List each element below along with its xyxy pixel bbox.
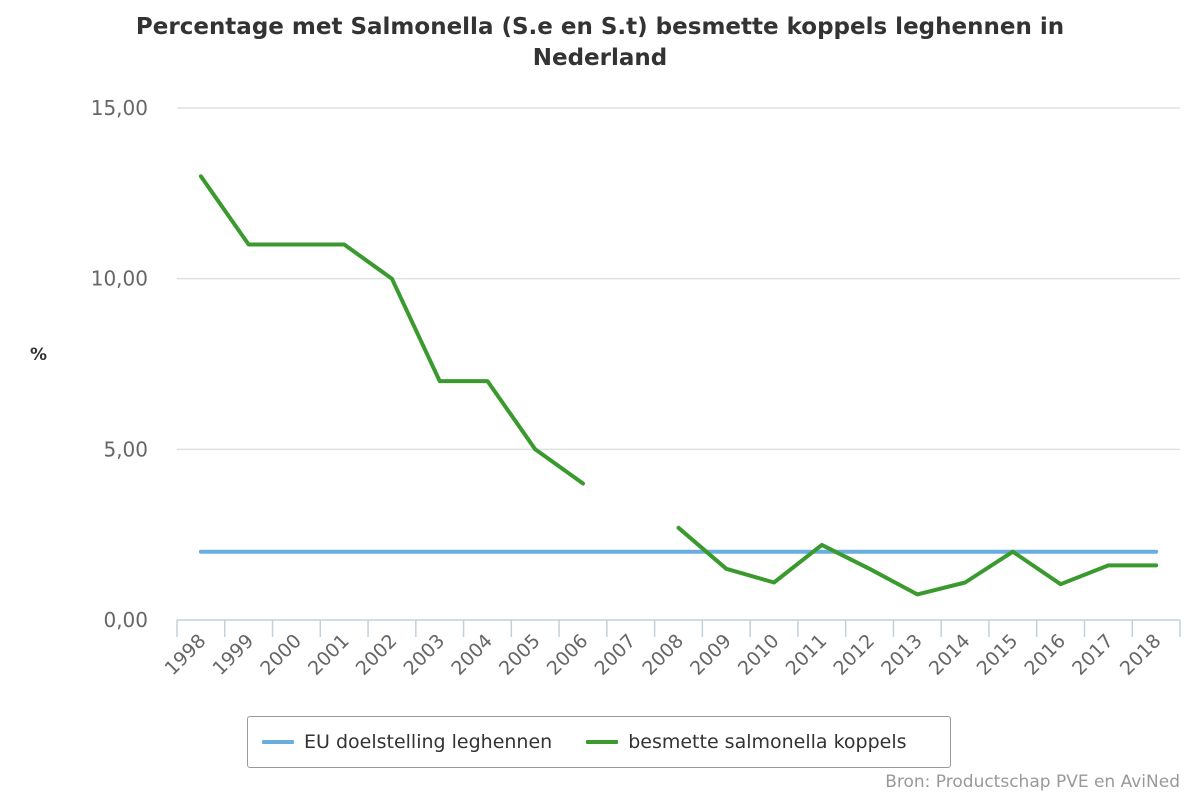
x-tick-label: 1998 bbox=[161, 630, 211, 680]
y-tick-label: 5,00 bbox=[103, 437, 148, 461]
legend: EU doelstelling leghennen besmette salmo… bbox=[247, 716, 951, 768]
x-axis-ticks: 1998199920002001200220032004200520062007… bbox=[161, 630, 1166, 680]
chart-title-line-2: Nederland bbox=[532, 45, 668, 71]
y-tick-label: 15,00 bbox=[91, 96, 148, 120]
x-tick-label: 2017 bbox=[1068, 630, 1118, 680]
x-tick-label: 2009 bbox=[686, 630, 736, 680]
x-tick-label: 2003 bbox=[399, 630, 449, 680]
y-axis-label: % bbox=[30, 345, 48, 365]
series-line-1 bbox=[198, 174, 585, 486]
legend-label-eu-target: EU doelstelling leghennen bbox=[304, 731, 553, 753]
x-tick-label: 2001 bbox=[304, 630, 354, 680]
legend-label-infected-flocks: besmette salmonella koppels bbox=[628, 731, 907, 753]
y-axis-ticks: 0,00 5,00 10,00 15,00 bbox=[91, 96, 148, 632]
chart-title: Percentage met Salmonella (S.e en S.t) b… bbox=[0, 12, 1200, 74]
series-lines bbox=[198, 174, 1159, 597]
legend-swatch-eu-target bbox=[262, 740, 294, 744]
y-tick-label: 10,00 bbox=[91, 267, 148, 291]
x-tick-label: 2013 bbox=[877, 630, 927, 680]
source-credit: Bron: Productschap PVE en AviNed bbox=[885, 772, 1180, 792]
x-tick-label: 1999 bbox=[208, 630, 258, 680]
x-tick-label: 2012 bbox=[829, 630, 879, 680]
legend-item-eu-target[interactable]: EU doelstelling leghennen bbox=[262, 731, 552, 753]
x-tick-label: 2010 bbox=[734, 630, 784, 680]
x-tick-label: 2002 bbox=[352, 630, 402, 680]
x-tick-label: 2008 bbox=[638, 630, 688, 680]
series-line-1 bbox=[676, 525, 1159, 597]
x-tick-label: 2004 bbox=[447, 630, 497, 680]
x-tick-label: 2007 bbox=[591, 630, 641, 680]
x-tick-label: 2005 bbox=[495, 630, 545, 680]
x-tick-label: 2011 bbox=[782, 630, 832, 680]
x-tick-label: 2014 bbox=[925, 630, 975, 680]
y-tick-label: 0,00 bbox=[103, 608, 148, 632]
chart-title-line-1: Percentage met Salmonella (S.e en S.t) b… bbox=[135, 14, 1065, 40]
x-tick-label: 2018 bbox=[1116, 630, 1166, 680]
x-tick-label: 2015 bbox=[973, 630, 1023, 680]
x-tick-label: 2000 bbox=[256, 630, 306, 680]
x-tick-label: 2016 bbox=[1020, 630, 1070, 680]
x-tick-label: 2006 bbox=[543, 630, 593, 680]
legend-swatch-infected-flocks bbox=[586, 740, 619, 744]
axes bbox=[176, 619, 1181, 637]
legend-item-infected-flocks[interactable]: besmette salmonella koppels bbox=[586, 731, 907, 753]
gridlines bbox=[177, 107, 1180, 451]
